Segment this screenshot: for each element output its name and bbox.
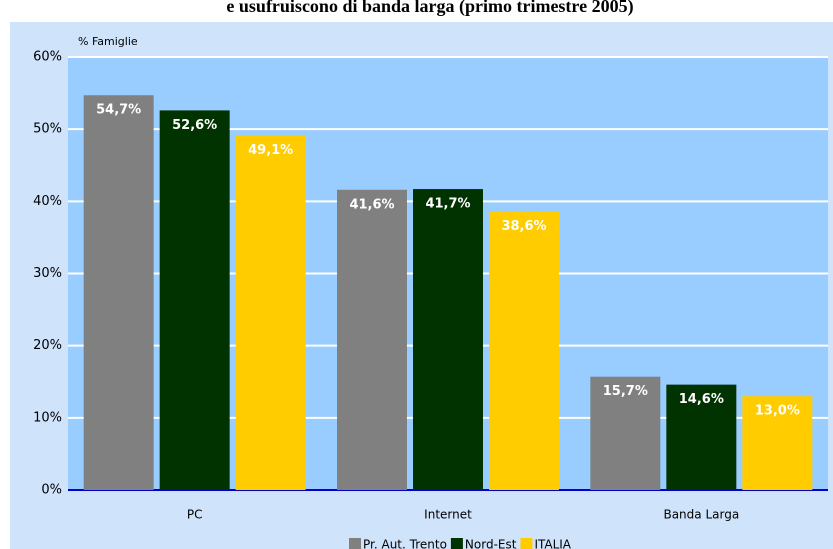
bar bbox=[337, 189, 407, 490]
legend-swatch bbox=[520, 538, 533, 549]
legend-swatch bbox=[450, 538, 463, 549]
x-tick-label: Banda Larga bbox=[663, 508, 739, 522]
y-tick-label: 0% bbox=[41, 483, 62, 498]
y-tick-label: 40% bbox=[33, 194, 62, 209]
x-tick-label: Internet bbox=[424, 508, 472, 522]
data-label: 14,6% bbox=[679, 392, 724, 407]
bar bbox=[590, 376, 661, 490]
y-tick-label: 20% bbox=[33, 338, 62, 353]
legend-label: Nord-Est bbox=[465, 538, 517, 549]
x-tick-label: PC bbox=[187, 508, 203, 522]
bar bbox=[83, 95, 154, 490]
data-label: 15,7% bbox=[603, 384, 648, 399]
data-label: 54,7% bbox=[96, 103, 141, 118]
y-tick-label: 30% bbox=[33, 266, 62, 281]
data-label: 38,6% bbox=[501, 219, 546, 234]
bar bbox=[159, 110, 230, 491]
y-tick-label: 60% bbox=[33, 50, 62, 65]
bar bbox=[235, 135, 306, 490]
bar bbox=[666, 384, 737, 490]
data-label: 41,6% bbox=[349, 197, 394, 212]
data-label: 13,0% bbox=[755, 404, 800, 419]
y-tick-label: 50% bbox=[33, 122, 62, 137]
legend-label: Pr. Aut. Trento bbox=[363, 538, 447, 549]
y-axis-label: % Famiglie bbox=[78, 35, 138, 48]
bar bbox=[489, 211, 559, 491]
data-label: 49,1% bbox=[248, 143, 293, 158]
legend-label: ITALIA bbox=[534, 538, 571, 549]
legend-swatch bbox=[349, 538, 361, 549]
y-tick-label: 10% bbox=[33, 410, 62, 425]
data-label: 41,7% bbox=[425, 197, 470, 212]
chart-title: e usufruiscono di banda larga (primo tri… bbox=[226, 0, 633, 17]
bar bbox=[742, 396, 813, 490]
data-label: 52,6% bbox=[172, 118, 217, 133]
bar bbox=[413, 189, 483, 490]
